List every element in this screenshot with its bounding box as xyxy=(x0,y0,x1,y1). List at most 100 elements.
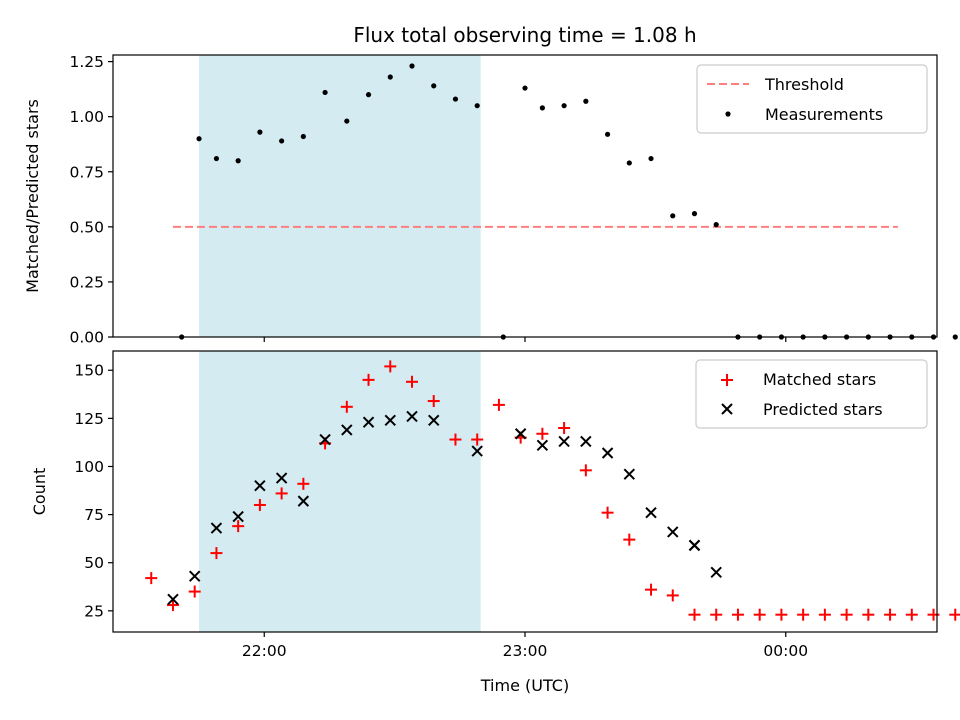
x-tick-label: 00:00 xyxy=(763,642,808,660)
observing-window-shading xyxy=(199,351,481,632)
measurement-point xyxy=(648,155,654,162)
predicted-star-point xyxy=(645,506,657,519)
predicted-star-point xyxy=(667,526,679,538)
x-axis-label: Time (UTC) xyxy=(480,676,569,695)
measurement-point xyxy=(670,213,676,219)
matched-star-point xyxy=(492,398,505,411)
measurement-point xyxy=(196,136,202,142)
y-ratio-tick-label: 0.00 xyxy=(69,329,104,347)
measurement-point xyxy=(474,103,480,109)
legend-predicted-swatch xyxy=(721,403,733,415)
predicted-star-point xyxy=(297,495,310,507)
matched-star-point xyxy=(884,608,897,621)
predicted-star-point xyxy=(623,468,636,480)
predicted-star-point xyxy=(428,414,440,426)
predicted-star-point xyxy=(580,435,592,448)
predicted-star-point xyxy=(210,522,223,534)
legend-bottom: Matched stars Predicted stars xyxy=(695,359,928,429)
measurement-point xyxy=(279,138,285,144)
y-ratio-tick-label: 1.00 xyxy=(69,108,104,126)
predicted-star-point xyxy=(601,447,614,459)
matched-star-point xyxy=(536,427,549,440)
predicted-star-point xyxy=(710,566,722,579)
legend-frame xyxy=(695,359,928,429)
x-ticks-top xyxy=(263,337,787,342)
matched-star-point xyxy=(232,520,245,533)
measurement-point xyxy=(522,85,528,91)
matched-star-point xyxy=(406,375,419,388)
matched-star-point xyxy=(253,498,266,511)
matched-star-point xyxy=(905,608,918,621)
matched-star-point xyxy=(145,572,158,585)
x-tick-label: 23:00 xyxy=(503,642,548,660)
figure-title: Flux total observing time = 1.08 h xyxy=(353,23,696,47)
matched-star-point xyxy=(297,477,310,490)
measurement-point xyxy=(409,63,415,69)
matched-star-point xyxy=(601,506,614,519)
legend-predicted-label: Predicted stars xyxy=(763,400,883,419)
measurement-point xyxy=(561,103,567,109)
measurement-point xyxy=(952,334,958,340)
legend-frame xyxy=(696,64,928,134)
y-axis-ratio: 0.00 0.25 0.50 0.75 1.00 1.25 xyxy=(69,53,113,347)
predicted-star-point xyxy=(275,472,288,484)
x-tick-label: 22:00 xyxy=(242,642,287,660)
measurement-point xyxy=(387,74,393,80)
y-count-tick-label: 150 xyxy=(74,362,104,380)
legend-measurements-swatch xyxy=(725,111,731,117)
predicted-star-point xyxy=(232,510,244,523)
predicted-star-point xyxy=(384,414,396,426)
measurement-point xyxy=(300,133,306,140)
predicted-star-point xyxy=(558,435,570,448)
predicted-star-point xyxy=(362,416,375,428)
measurement-point xyxy=(235,158,241,164)
measurement-point xyxy=(626,160,632,166)
y-count-tick-label: 50 xyxy=(84,554,104,572)
matched-star-point xyxy=(384,360,397,373)
panel-ratio: 0.00 0.25 0.50 0.75 1.00 1.25 Matched/Predict… xyxy=(23,53,958,347)
measurement-point xyxy=(713,222,719,228)
predicted-star-point xyxy=(471,445,483,457)
matched-star-point xyxy=(449,433,462,446)
measurement-point xyxy=(431,83,437,89)
measurement-point xyxy=(344,118,350,124)
axes-frame-bottom xyxy=(112,350,938,633)
predicted-star-point xyxy=(319,433,331,446)
matched-star-point xyxy=(862,608,875,621)
predicted-star-point xyxy=(167,593,179,605)
legend-matched-swatch xyxy=(721,374,733,386)
measurement-point xyxy=(539,105,545,111)
predicted-star-point xyxy=(536,439,549,452)
observing-window-shading xyxy=(199,55,481,337)
matched-star-point xyxy=(688,608,701,621)
y-count-tick-label: 25 xyxy=(84,602,104,620)
matched-star-point xyxy=(949,608,960,621)
measurement-point xyxy=(322,89,328,96)
measurement-point xyxy=(213,155,220,162)
matched-star-point xyxy=(753,608,766,621)
matched-star-point xyxy=(710,608,723,621)
predicted-star-point xyxy=(254,480,266,492)
y-ratio-tick-label: 0.75 xyxy=(69,163,104,181)
matched-star-point xyxy=(340,400,353,413)
matched-star-point xyxy=(818,608,831,621)
matched-star-point xyxy=(623,533,636,546)
predicted-star-point xyxy=(688,539,701,552)
predicted-star-point xyxy=(188,570,201,582)
measurement-point xyxy=(583,98,589,104)
legend-measurements-label: Measurements xyxy=(765,105,883,124)
y-axis-label-count: Count xyxy=(30,468,49,516)
y-count-tick-label: 100 xyxy=(74,458,104,476)
matched-star-point xyxy=(362,373,375,386)
y-ratio-tick-label: 0.50 xyxy=(69,218,104,236)
predicted-stars-series xyxy=(167,410,722,605)
matched-star-point xyxy=(275,487,288,500)
matched-star-point xyxy=(579,464,592,477)
y-count-tick-label: 75 xyxy=(84,506,104,524)
legend-top: Threshold Measurements xyxy=(696,64,928,134)
axes-frame-top xyxy=(112,54,938,338)
matched-star-point xyxy=(210,547,223,560)
